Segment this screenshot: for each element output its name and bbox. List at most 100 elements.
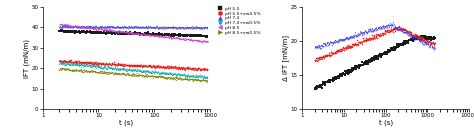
Point [401, 31, 408, 33]
Point [61, 25, 69, 27]
Point [81, 26, 89, 29]
Point [61, 60, 68, 63]
Point [363, 31, 370, 33]
Point [346, 47, 354, 49]
Point [311, 59, 319, 61]
Point [148, 33, 156, 35]
Point [374, 55, 381, 57]
Point [117, 69, 124, 71]
Point [184, 34, 191, 36]
Point [367, 29, 374, 32]
Point [359, 31, 367, 33]
Point [89, 31, 96, 33]
Point [69, 69, 76, 71]
Point [155, 35, 163, 37]
Point [314, 46, 321, 48]
Point [57, 62, 64, 64]
Point [62, 68, 69, 70]
Point [319, 84, 326, 86]
Point [203, 76, 211, 78]
Point [192, 39, 200, 42]
Point [139, 65, 147, 67]
Point [430, 48, 438, 50]
Point [96, 70, 104, 72]
Point [371, 28, 378, 31]
Point [72, 25, 80, 27]
Point [202, 36, 210, 38]
Point [198, 68, 206, 70]
Point [198, 26, 205, 28]
Point [65, 60, 73, 62]
Point [132, 74, 139, 77]
Point [78, 26, 85, 28]
Point [406, 39, 413, 41]
Point [182, 26, 190, 29]
Point [97, 27, 104, 30]
Point [364, 31, 371, 33]
Point [97, 63, 104, 65]
Point [100, 28, 107, 31]
Point [388, 49, 396, 51]
Point [407, 31, 415, 33]
Point [418, 37, 425, 39]
Point [152, 25, 160, 28]
Point [135, 74, 142, 76]
Point [149, 70, 156, 73]
Point [323, 55, 331, 57]
Point [181, 34, 188, 37]
Point [422, 41, 430, 43]
Point [108, 29, 115, 32]
Point [314, 86, 321, 89]
Point [178, 77, 185, 80]
Point [86, 31, 94, 33]
Point [124, 31, 131, 33]
Point [112, 72, 120, 74]
Point [120, 64, 128, 67]
Point [350, 36, 357, 38]
Point [77, 68, 84, 70]
Point [350, 68, 358, 70]
Point [139, 74, 147, 77]
Point [56, 67, 64, 69]
Point [72, 25, 80, 27]
Point [179, 66, 187, 68]
Point [120, 25, 128, 27]
Point [61, 24, 68, 26]
Point [84, 70, 92, 72]
Point [164, 76, 172, 79]
Point [390, 23, 398, 25]
Point [126, 26, 134, 28]
Point [109, 67, 116, 70]
Point [407, 33, 415, 35]
Point [181, 76, 189, 78]
Point [138, 65, 146, 67]
Point [343, 45, 351, 47]
Point [169, 25, 176, 28]
Point [340, 38, 348, 40]
Point [76, 26, 83, 28]
Point [336, 38, 343, 40]
Point [377, 34, 385, 36]
Point [87, 32, 95, 35]
Point [75, 26, 83, 28]
Point [320, 57, 328, 59]
Point [141, 26, 149, 28]
Point [114, 72, 121, 74]
Point [64, 31, 71, 33]
Point [98, 67, 106, 69]
Point [60, 25, 67, 27]
Point [352, 66, 359, 68]
Point [145, 70, 152, 73]
Point [169, 37, 176, 39]
Point [100, 65, 107, 68]
Point [93, 65, 100, 68]
Point [104, 26, 112, 28]
Point [192, 74, 200, 76]
Point [342, 48, 350, 50]
Point [137, 32, 144, 34]
Point [190, 66, 198, 69]
Point [170, 27, 177, 29]
Point [428, 43, 435, 45]
Point [195, 39, 202, 42]
Point [118, 68, 126, 70]
